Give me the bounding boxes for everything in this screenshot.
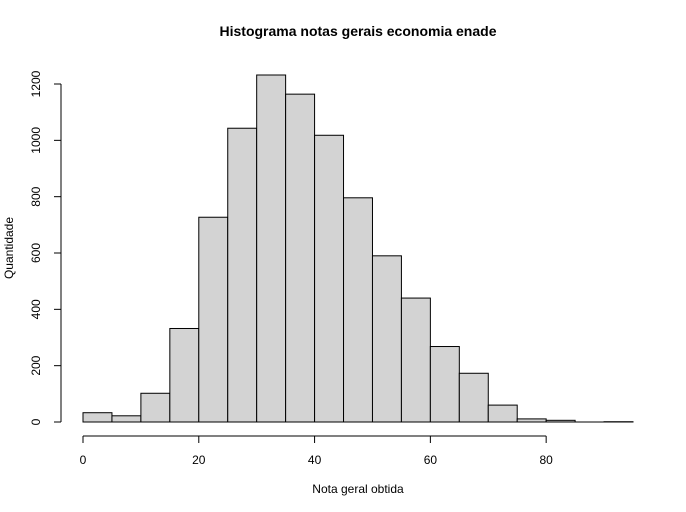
y-tick-label-600: 600 xyxy=(29,243,43,263)
histogram-bar-30-35 xyxy=(256,74,287,423)
bars-group xyxy=(82,74,634,423)
histogram-bar-60-65 xyxy=(429,346,460,423)
y-tick-label-1200: 1200 xyxy=(29,70,43,97)
x-tick-label-60: 60 xyxy=(424,453,438,467)
x-tick-label-80: 80 xyxy=(539,453,553,467)
x-tick-label-20: 20 xyxy=(192,453,206,467)
histogram-bar-5-10 xyxy=(111,415,142,423)
histogram-bar-70-75 xyxy=(487,404,518,423)
y-tick-label-800: 800 xyxy=(29,186,43,206)
y-axis-label: Quantidade xyxy=(2,217,16,279)
histogram-bar-50-55 xyxy=(371,255,402,423)
x-tick-label-0: 0 xyxy=(80,453,87,467)
histogram-bar-65-70 xyxy=(458,372,489,423)
y-tick-label-400: 400 xyxy=(29,299,43,319)
histogram-bar-25-30 xyxy=(227,127,258,423)
histogram-bar-80-85 xyxy=(545,419,576,423)
histogram-bar-0-5 xyxy=(82,412,113,423)
histogram-bar-45-50 xyxy=(343,197,373,423)
histogram-bar-40-45 xyxy=(314,134,345,423)
histogram-bar-35-40 xyxy=(285,93,316,423)
y-tick-label-1000: 1000 xyxy=(29,127,43,154)
y-tick-label-200: 200 xyxy=(29,355,43,375)
x-axis-label: Nota geral obtida xyxy=(312,482,404,496)
chart-title: Histograma notas gerais economia enade xyxy=(220,23,497,39)
histogram-bar-10-15 xyxy=(140,392,171,423)
histogram-bar-75-80 xyxy=(516,418,547,423)
y-tick-label-0: 0 xyxy=(29,418,43,425)
y-axis: 0 200 400 600 800 1000 1200 xyxy=(29,70,62,425)
x-axis: 0 20 40 60 80 xyxy=(80,435,553,467)
x-tick-label-40: 40 xyxy=(308,453,322,467)
histogram-bar-20-25 xyxy=(198,216,229,423)
histogram-bar-15-20 xyxy=(169,327,200,423)
histogram-bar-55-60 xyxy=(400,297,431,423)
